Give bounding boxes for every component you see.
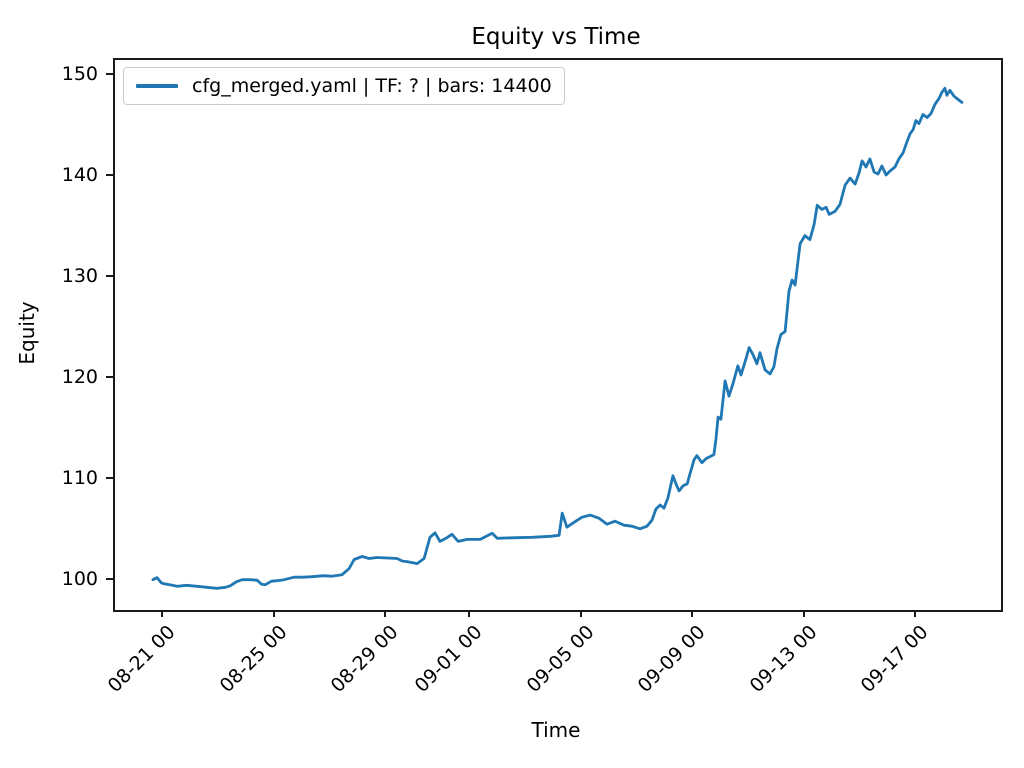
x-tick-mark: [802, 610, 805, 617]
y-tick-label: 150: [61, 63, 98, 86]
x-tick-mark: [914, 610, 917, 617]
y-tick-mark: [106, 375, 113, 378]
equity-chart: [151, 86, 964, 590]
y-tick-mark: [106, 73, 113, 76]
y-tick-mark: [106, 476, 113, 479]
x-tick-mark: [691, 610, 694, 617]
y-axis-label: Equity: [15, 301, 39, 365]
y-tick-label: 140: [61, 164, 98, 187]
legend-line-swatch: [136, 84, 178, 88]
chart-title: Equity vs Time: [471, 24, 641, 50]
y-tick-label: 110: [61, 466, 98, 489]
y-tick-mark: [106, 274, 113, 277]
x-axis-label: Time: [531, 718, 581, 742]
equity-line-series: [151, 86, 964, 590]
x-tick-mark: [467, 610, 470, 617]
legend: cfg_merged.yaml | TF: ? | bars: 14400: [123, 67, 565, 105]
y-tick-mark: [106, 577, 113, 580]
y-tick-label: 130: [61, 264, 98, 287]
x-tick-mark: [161, 610, 164, 617]
y-tick-label: 120: [61, 365, 98, 388]
y-tick-mark: [106, 174, 113, 177]
x-tick-mark: [579, 610, 582, 617]
legend-label: cfg_merged.yaml | TF: ? | bars: 14400: [192, 75, 552, 97]
y-tick-label: 100: [61, 567, 98, 590]
plot-area: [113, 58, 1003, 612]
x-tick-mark: [384, 610, 387, 617]
x-tick-mark: [272, 610, 275, 617]
